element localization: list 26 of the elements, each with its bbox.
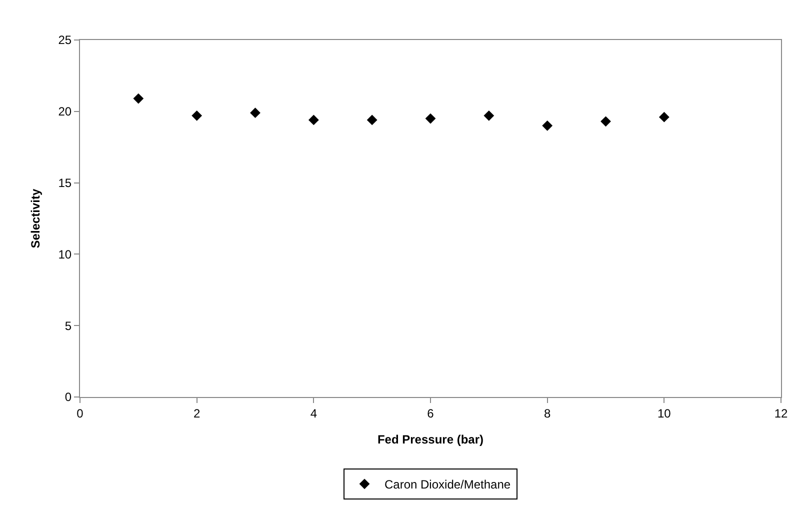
point (425, 113, 436, 124)
x-tick-label: 12 (774, 406, 788, 420)
x-axis-title: Fed Pressure (bar) (377, 432, 484, 446)
point (133, 93, 144, 104)
point (658, 112, 670, 122)
point (192, 110, 202, 121)
y-tick-label: 20 (58, 104, 72, 119)
point (484, 110, 494, 121)
x-tick-label: 10 (657, 406, 672, 420)
point (366, 114, 378, 126)
x-tick-label: 8 (544, 406, 551, 420)
x-tick-label: 0 (76, 406, 84, 420)
x-tick-label: 6 (427, 406, 434, 420)
point (542, 120, 553, 131)
point (600, 116, 611, 127)
y-tick-label: 15 (58, 176, 72, 190)
point (308, 114, 319, 126)
x-tick-label: 2 (193, 406, 200, 420)
y-tick-label: 0 (64, 390, 72, 404)
y-tick-label: 25 (58, 33, 72, 48)
x-tick-label: 4 (310, 406, 318, 420)
legend-label: Caron Dioxide/Methane (384, 478, 511, 492)
point (250, 108, 260, 118)
y-tick-label: 5 (64, 318, 72, 333)
y-tick-label: 10 (58, 247, 72, 262)
y-axis-title: Selectivity (28, 188, 43, 248)
